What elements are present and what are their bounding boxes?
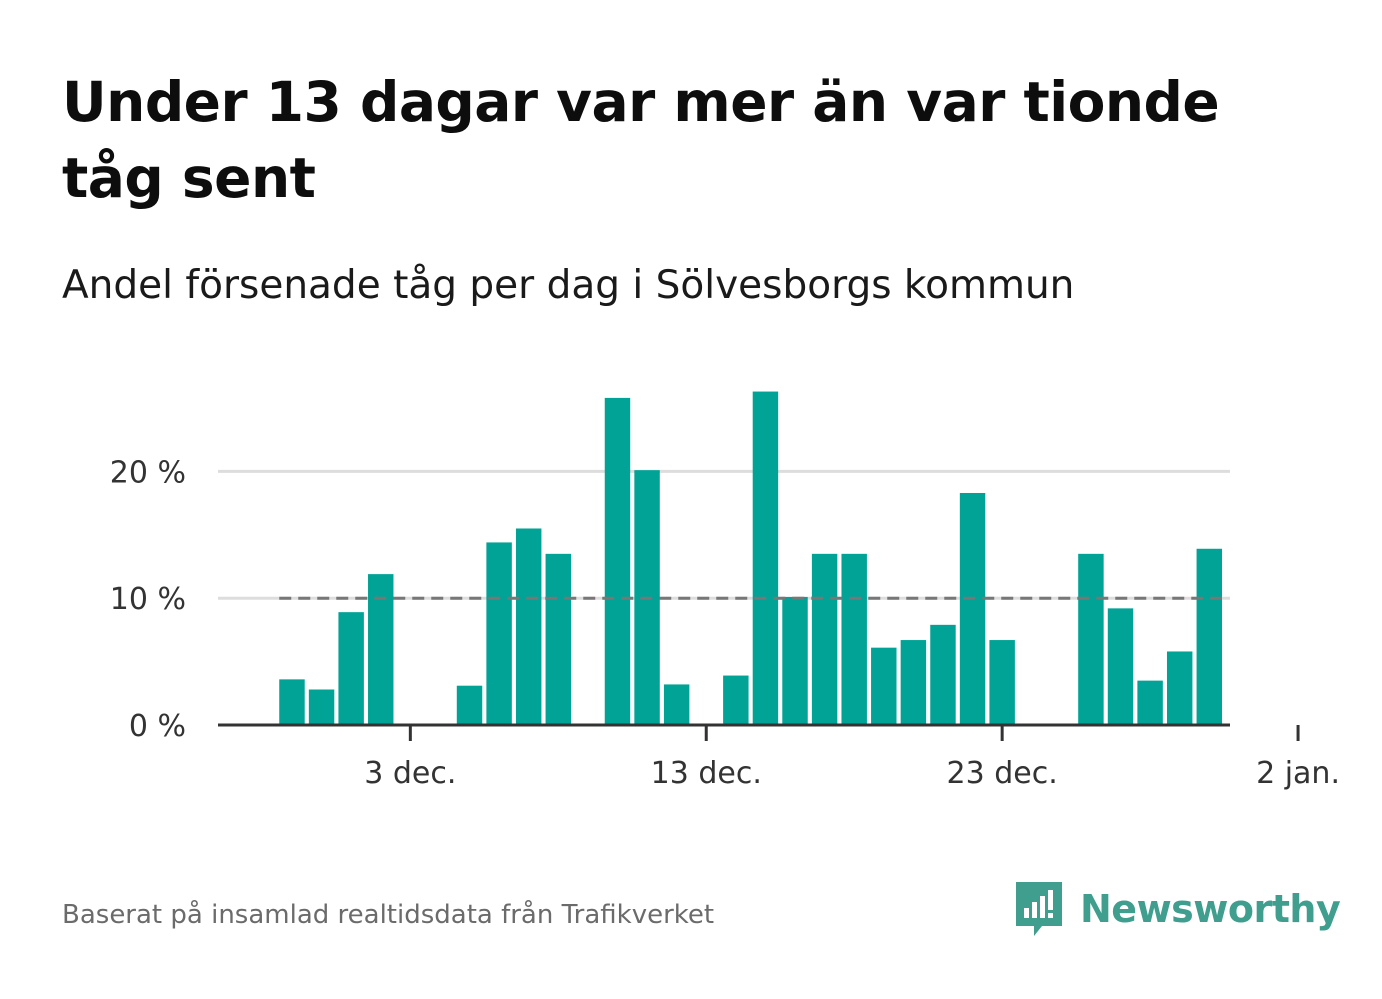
bar [663, 684, 690, 725]
bars [279, 391, 1223, 725]
bar [486, 542, 512, 725]
bar [279, 679, 305, 725]
bar [1196, 548, 1223, 725]
x-tick-label: 3 dec. [364, 756, 456, 791]
bar [723, 675, 749, 725]
x-tick-label: 13 dec. [651, 756, 762, 791]
bar [811, 553, 838, 725]
x-tick-label: 23 dec. [947, 756, 1058, 791]
bar-chart: 0 % 10 % 20 % 3 dec. 13 dec. 23 dec. 2 jan. [110, 391, 1340, 791]
x-tick-label: 2 jan. [1256, 756, 1340, 791]
bar [841, 553, 867, 725]
bar [604, 397, 631, 725]
bar [1078, 553, 1104, 725]
bar [515, 528, 542, 725]
bar [308, 689, 335, 725]
axes: 0 % 10 % 20 % 3 dec. 13 dec. 23 dec. 2 jan. [110, 455, 1340, 791]
y-tick-label: 0 % [129, 709, 186, 744]
bar [1137, 680, 1163, 725]
bar [545, 553, 572, 725]
bar [752, 391, 779, 725]
brand-name: Newsworthy [1080, 887, 1341, 931]
bar [1166, 651, 1193, 725]
bar [871, 647, 897, 725]
bar [959, 492, 986, 725]
y-tick-label: 10 % [110, 582, 186, 617]
source-note: Baserat på insamlad realtidsdata från Tr… [62, 900, 715, 930]
bar [1107, 608, 1134, 725]
y-tick-label: 20 % [110, 455, 186, 490]
bar [782, 596, 808, 725]
bar [930, 624, 956, 725]
chart-subtitle: Andel försenade tåg per dag i Sölvesborg… [62, 263, 1075, 308]
brand-logo: Newsworthy [1012, 878, 1341, 940]
bar [989, 640, 1015, 725]
bar [456, 685, 483, 725]
bar [338, 612, 364, 725]
bar [900, 640, 927, 725]
newsworthy-logo-icon [1016, 882, 1062, 936]
chart-title: Under 13 dagar var mer än var tionde tåg… [62, 70, 1220, 210]
